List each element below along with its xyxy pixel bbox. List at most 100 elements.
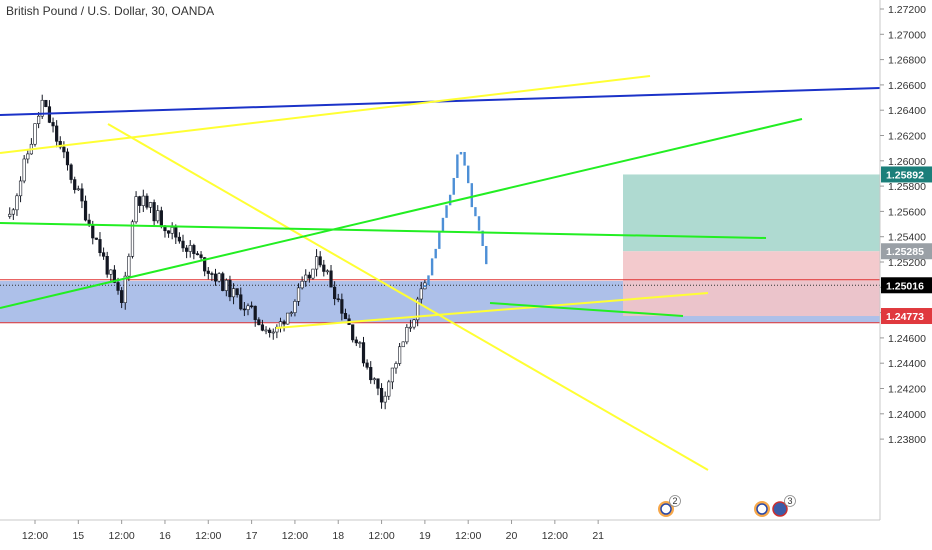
candle-body (376, 378, 380, 389)
time-tick-label: 12:00 (108, 530, 134, 542)
price-badge-target: 1.25892 (881, 166, 932, 183)
candle-body (203, 257, 207, 272)
time-tick-label: 15 (72, 530, 84, 542)
candle (340, 293, 344, 321)
candle-body (91, 224, 95, 239)
candle (58, 136, 62, 150)
candle (333, 281, 337, 306)
candle-body (372, 378, 376, 381)
candle-body (293, 301, 297, 313)
time-tick-label: 18 (332, 530, 344, 542)
candle (51, 117, 55, 133)
candle-body (195, 253, 200, 256)
price-tick-label: 1.24600 (888, 333, 926, 345)
candle-body (148, 202, 153, 208)
candle-body (156, 210, 160, 222)
time-tick-label: 20 (506, 530, 518, 542)
candle-body (166, 230, 171, 234)
time-tick-label: 17 (246, 530, 258, 542)
price-tick-label: 1.27000 (888, 29, 926, 41)
projection-bar (474, 207, 477, 217)
projection-bar (481, 230, 484, 246)
candle-body (33, 123, 37, 145)
candle (224, 278, 228, 297)
candle (379, 383, 384, 409)
candle (40, 94, 44, 119)
candle-body (69, 164, 73, 180)
price-tick-label: 1.26800 (888, 55, 926, 67)
candle-body (343, 313, 348, 320)
candle-body (26, 153, 30, 160)
candle (250, 301, 254, 309)
event-marker[interactable]: 3 (754, 495, 796, 518)
candle-body (264, 329, 268, 332)
candle (401, 341, 405, 348)
candle-body (192, 245, 196, 254)
candle-body (246, 305, 250, 310)
projection-bar (477, 216, 481, 231)
candle (210, 271, 214, 282)
candle (268, 327, 272, 338)
flag-icon (756, 503, 768, 515)
candle-body (37, 115, 41, 124)
projection-bar (456, 154, 459, 178)
candle-body (228, 279, 232, 298)
candle (44, 99, 48, 108)
candle (390, 367, 394, 390)
candle-body (18, 180, 23, 197)
candle (253, 305, 257, 327)
candle (33, 123, 37, 147)
candle-body (242, 308, 246, 311)
candle-body (408, 326, 413, 329)
candle (101, 247, 106, 260)
candle-body (55, 125, 59, 142)
candle (177, 232, 182, 244)
candle (152, 199, 156, 226)
candle-body (109, 269, 113, 275)
candle (412, 318, 416, 330)
candle-body (398, 346, 402, 364)
candle-body (333, 286, 337, 300)
target-zone (623, 174, 880, 252)
candle (398, 342, 402, 366)
candle (120, 287, 124, 309)
candle (213, 268, 218, 286)
candle (47, 100, 52, 124)
candle (383, 391, 387, 410)
event-marker[interactable]: 2 (658, 495, 681, 518)
candle-body (185, 247, 189, 252)
candle-body (159, 210, 163, 227)
projection-bar (463, 151, 466, 166)
candle (11, 208, 15, 220)
candle-body (51, 122, 55, 127)
price-tick-label: 1.23800 (888, 434, 926, 446)
price-tick-label: 1.26600 (888, 80, 926, 92)
event-count: 3 (787, 496, 792, 506)
projection-series (423, 151, 488, 288)
candle (307, 271, 311, 283)
price-tick-label: 1.25800 (888, 181, 926, 193)
price-tick-label: 1.25600 (888, 206, 926, 218)
candle (235, 288, 239, 298)
candle (94, 237, 98, 241)
price-tick-label: 1.26400 (888, 105, 926, 117)
candle (408, 319, 413, 332)
candle-body (307, 274, 311, 279)
candle-body (358, 342, 362, 344)
price-badges: 1.25892 1.25285 1.25016 1.24773 (881, 166, 932, 325)
candle-body (304, 274, 308, 282)
candle (69, 163, 73, 184)
candle-body (138, 196, 142, 206)
time-axis[interactable]: 12:00 15 12:00 16 12:00 17 12:00 18 12:00 19 12:00… (0, 519, 880, 542)
price-badge-bg (881, 277, 932, 294)
candle-body (268, 329, 272, 333)
price-axis[interactable]: 1.27200 1.27000 1.26800 1.26600 1.26400 1.262… (879, 0, 926, 520)
candle (318, 251, 322, 268)
time-tick-label: 12:00 (195, 530, 221, 542)
candle (282, 319, 286, 332)
candle (336, 293, 340, 303)
price-tick-label: 1.24200 (888, 384, 926, 396)
price-tick-label: 1.25200 (888, 257, 926, 269)
